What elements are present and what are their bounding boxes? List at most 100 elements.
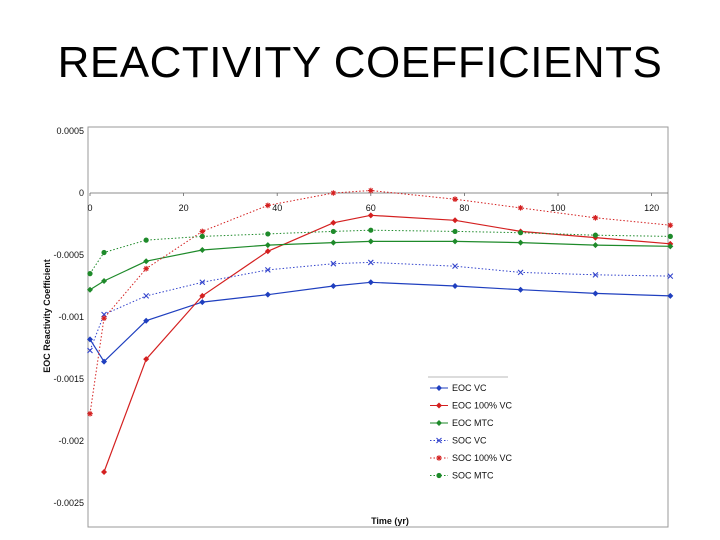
x-tick-label: 20: [179, 203, 189, 213]
data-point: [452, 228, 458, 235]
data-point: [667, 273, 674, 279]
data-point: [143, 237, 149, 243]
data-point: [330, 260, 337, 267]
legend-label: SOC 100% VC: [452, 453, 513, 463]
legend-entry: SOC VC: [430, 436, 487, 446]
data-point: [265, 202, 271, 209]
data-point: [101, 358, 108, 365]
data-point: [452, 217, 459, 224]
data-point: [436, 385, 442, 391]
data-point: [199, 292, 206, 299]
data-point: [436, 420, 442, 426]
data-point: [264, 248, 271, 255]
legend: EOC VC EOC 100% VC EOC MTC SOC VC SOC 100% V…: [428, 376, 513, 481]
x-tick-label: 60: [366, 203, 376, 213]
data-point: [667, 292, 674, 299]
data-point: [143, 317, 150, 324]
series-soc-100-vc: [87, 187, 674, 417]
legend-entry: EOC VC: [430, 383, 487, 393]
data-point: [367, 238, 374, 245]
data-point: [368, 187, 374, 194]
series-line: [89, 261, 671, 351]
slide-title: REACTIVITY COEFFICIENTS: [57, 38, 663, 87]
y-tick-label: 0: [79, 188, 84, 198]
series-eoc-mtc: [87, 238, 674, 293]
data-point: [199, 279, 206, 286]
series-soc-mtc: [87, 227, 673, 277]
data-point: [452, 263, 458, 270]
series-line: [103, 214, 671, 473]
data-point: [264, 242, 271, 249]
data-point: [87, 410, 93, 417]
data-point: [330, 283, 337, 289]
plot-area: [87, 126, 669, 528]
data-point: [101, 469, 108, 475]
data-point: [101, 315, 107, 322]
data-point: [592, 232, 599, 238]
data-point: [101, 249, 107, 256]
data-point: [330, 219, 337, 226]
data-point: [452, 283, 459, 289]
data-point: [87, 286, 93, 293]
legend-label: EOC 100% VC: [452, 401, 513, 411]
data-point: [667, 243, 674, 250]
data-point: [330, 239, 337, 246]
data-point: [264, 266, 271, 273]
data-point: [143, 356, 150, 363]
data-point: [143, 265, 149, 272]
data-point: [592, 290, 599, 297]
data-point: [87, 347, 93, 354]
legend-label: SOC MTC: [452, 471, 494, 481]
axes-layer: 0 20 40 60 80 100 120 0.0005 0 -0.0005 -0.001 -0.00…: [53, 126, 668, 508]
data-point: [143, 258, 150, 265]
data-point: [330, 228, 336, 235]
y-tick-label: -0.001: [58, 312, 84, 322]
x-tick-label: 40: [272, 203, 282, 213]
data-point: [367, 212, 374, 219]
x-tick-label: 80: [459, 203, 469, 213]
data-point: [452, 196, 458, 202]
data-point: [265, 231, 271, 237]
data-point: [330, 190, 337, 196]
x-tick-label: 0: [87, 203, 92, 213]
data-point: [517, 205, 524, 211]
data-point: [592, 242, 599, 249]
data-point: [517, 239, 524, 246]
legend-entry: EOC MTC: [430, 418, 494, 428]
data-point: [199, 299, 206, 306]
x-tick-label: 120: [644, 203, 659, 213]
data-point: [436, 402, 442, 409]
data-point: [199, 247, 206, 254]
data-point: [517, 286, 524, 293]
legend-entry: SOC 100% VC: [430, 453, 513, 463]
y-tick-label: -0.0005: [53, 250, 84, 260]
y-axis-title: EOC Reactivity Coefficient: [42, 259, 52, 373]
y-tick-label: -0.0025: [53, 498, 84, 508]
data-point: [517, 269, 524, 276]
data-point: [199, 233, 205, 239]
y-tick-label: -0.002: [58, 436, 84, 446]
data-point: [592, 215, 599, 221]
data-point: [143, 293, 150, 299]
data-point: [667, 222, 674, 229]
data-point: [517, 230, 524, 236]
data-point: [436, 472, 442, 479]
legend-entry: EOC 100% VC: [430, 401, 513, 411]
legend-label: EOC VC: [452, 383, 487, 393]
data-point: [367, 259, 374, 266]
data-point: [592, 271, 599, 278]
x-axis-title: Time (yr): [371, 516, 409, 526]
data-point: [667, 233, 673, 239]
y-tick-label: 0.0005: [56, 126, 84, 136]
data-point: [436, 455, 442, 461]
data-point: [368, 227, 374, 233]
data-point: [101, 278, 108, 285]
series-eoc-vc: [87, 279, 674, 365]
data-point: [452, 238, 459, 245]
legend-entry: SOC MTC: [430, 471, 494, 481]
legend-label: EOC MTC: [452, 418, 494, 428]
series-soc-vc: [87, 259, 674, 354]
data-point: [436, 437, 442, 444]
data-point: [199, 228, 206, 235]
